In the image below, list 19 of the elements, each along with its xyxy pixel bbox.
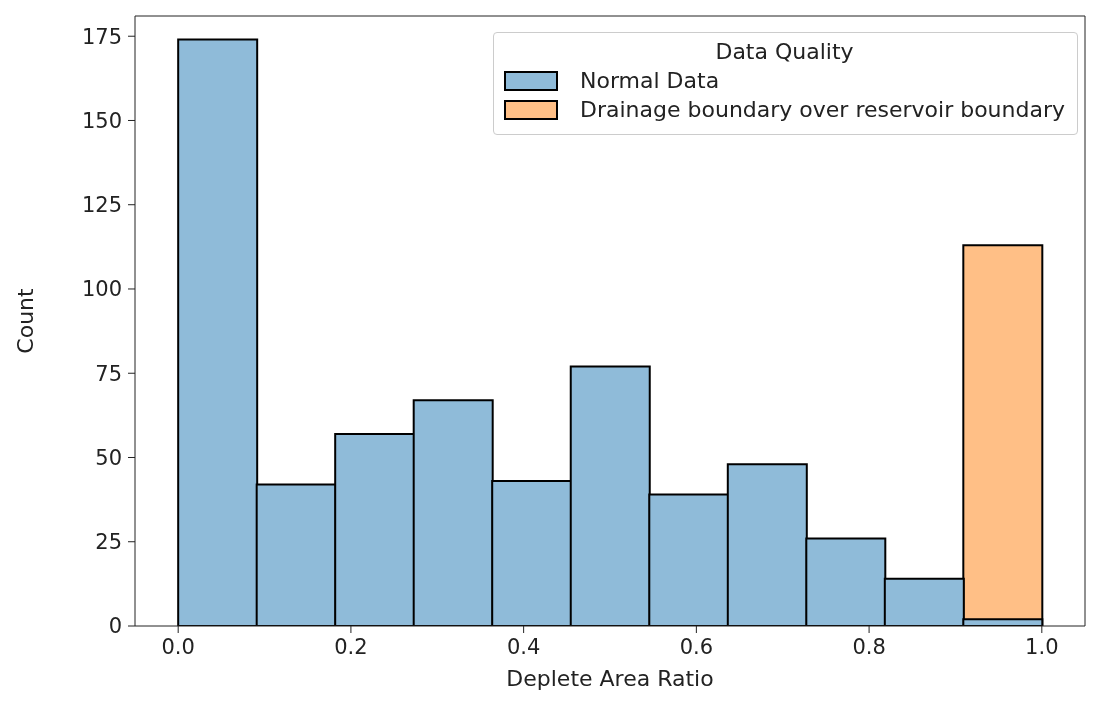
x-tick-label: 0.6 [679,634,714,659]
y-tick-label: 175 [81,24,122,49]
y-tick-label: 125 [81,193,122,218]
y-tick-label: 100 [81,277,122,302]
y-tick-label: 0 [108,614,122,639]
y-tick-label: 150 [81,108,122,133]
legend-label: Drainage boundary over reservoir boundary [580,97,1065,122]
y-tick-label: 25 [95,530,122,555]
x-axis-title: Deplete Area Ratio [506,666,714,691]
legend-label: Normal Data [580,68,720,93]
y-axis-title: Count [12,287,38,354]
x-tick-label: 0.8 [852,634,886,659]
x-tick-label: 0.4 [506,634,541,659]
legend-title: Data Quality [714,39,855,64]
x-tick-label: 0.0 [161,634,195,659]
y-tick-label: 75 [95,361,122,386]
y-tick-label: 50 [95,445,122,470]
x-tick-label: 0.2 [334,634,368,659]
x-tick-label: 1.0 [1025,634,1059,659]
